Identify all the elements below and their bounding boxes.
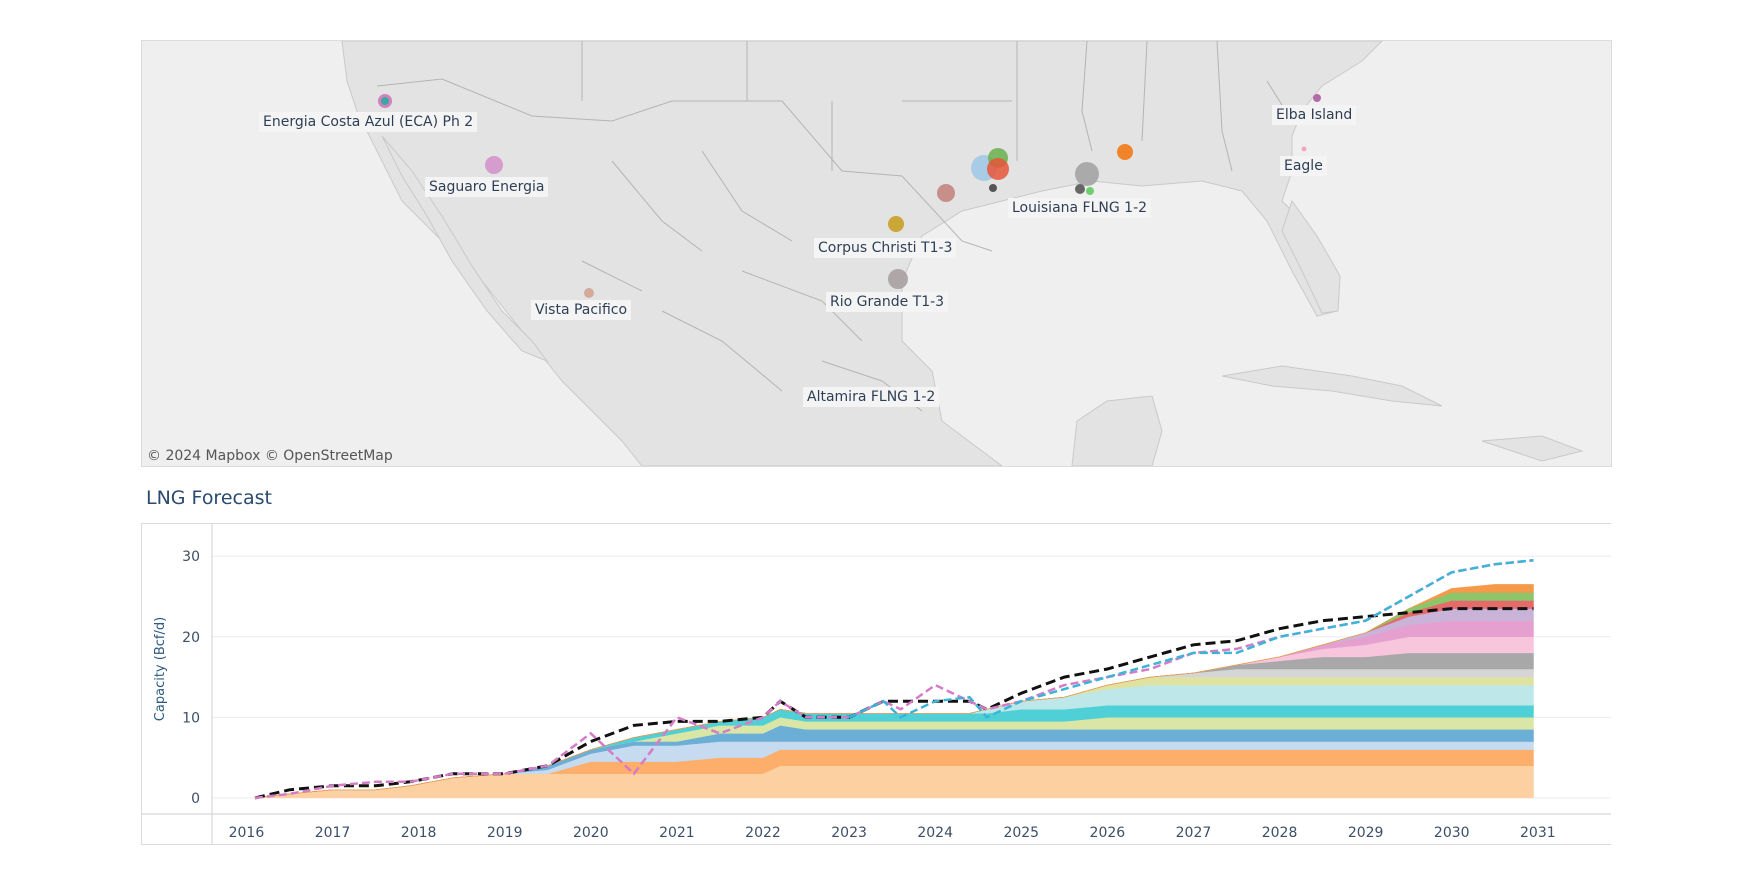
- x-tick-label: 2029: [1348, 825, 1384, 841]
- chart-panel[interactable]: 0 10 20 30 2016 2017 2018 2019 2020 2021 2022 2023 2…: [141, 523, 1611, 845]
- map-label-rio: Rio Grande T1-3: [826, 292, 949, 312]
- x-tick-label: 2028: [1262, 825, 1298, 841]
- marker-elba[interactable]: [1313, 94, 1321, 102]
- x-tick-label: 2023: [831, 825, 867, 841]
- x-tick-label: 2018: [401, 825, 437, 841]
- x-tick-label: 2031: [1520, 825, 1556, 841]
- x-tick-label: 2020: [573, 825, 609, 841]
- marker-saguaro[interactable]: [485, 156, 503, 174]
- marker-eca-inner[interactable]: [381, 97, 389, 105]
- y-tick-label: 0: [191, 791, 200, 807]
- area-series: [254, 584, 1534, 799]
- land-baja: [381, 135, 549, 363]
- facility-markers[interactable]: [378, 94, 1321, 298]
- x-tick-label: 2026: [1090, 825, 1126, 841]
- marker-eagle[interactable]: [1301, 146, 1307, 152]
- land-yucatan: [1071, 395, 1163, 466]
- chart-title: LNG Forecast: [146, 487, 272, 509]
- x-tick-label: 2024: [917, 825, 953, 841]
- x-tick-label: 2017: [315, 825, 351, 841]
- map-label-corpus: Corpus Christi T1-3: [814, 238, 957, 258]
- marker-vista[interactable]: [584, 288, 594, 298]
- land-cuba: [1221, 365, 1443, 407]
- y-tick-label: 10: [182, 710, 200, 726]
- x-tick-label: 2030: [1434, 825, 1470, 841]
- marker-gulf-4[interactable]: [987, 158, 1009, 180]
- x-tick-label: 2021: [659, 825, 695, 841]
- map-label-vista: Vista Pacifico: [531, 300, 632, 320]
- map-label-elba: Elba Island: [1272, 105, 1357, 125]
- marker-corpus[interactable]: [888, 216, 904, 232]
- marker-gulf-5[interactable]: [989, 184, 997, 192]
- y-tick-label: 30: [182, 549, 200, 565]
- forecast-line-1: [254, 559, 1534, 800]
- forecast-line-2: [848, 559, 1534, 719]
- y-axis-title: Capacity (Bcf/d): [153, 617, 168, 721]
- marker-rio[interactable]: [888, 269, 908, 289]
- map-label-eca: Energia Costa Azul (ECA) Ph 2: [259, 112, 478, 132]
- borders: [376, 41, 1293, 412]
- marker-gulf-1[interactable]: [937, 184, 955, 202]
- land-florida: [1281, 199, 1341, 314]
- map-panel[interactable]: Energia Costa Azul (ECA) Ph 2 Saguaro En…: [141, 40, 1612, 467]
- marker-louisiana[interactable]: [1075, 162, 1099, 186]
- marker-louisiana-3[interactable]: [1086, 187, 1094, 195]
- map-label-altamira: Altamira FLNG 1-2: [803, 387, 940, 407]
- area-series-0: [254, 765, 1534, 799]
- x-tick-label: 2016: [229, 825, 265, 841]
- marker-mobile[interactable]: [1117, 144, 1133, 160]
- marker-louisiana-2[interactable]: [1075, 184, 1085, 194]
- map-label-eagle: Eagle: [1280, 156, 1327, 176]
- land-hispaniola: [1481, 435, 1584, 462]
- forecast-line-0: [254, 607, 1534, 800]
- x-tick-label: 2019: [487, 825, 523, 841]
- line-series: [254, 559, 1534, 800]
- map-label-louisiana: Louisiana FLNG 1-2: [1008, 198, 1152, 218]
- map-label-saguaro: Saguaro Energia: [425, 177, 549, 197]
- x-tick-label: 2025: [1003, 825, 1039, 841]
- x-tick-label: 2027: [1176, 825, 1212, 841]
- map-attribution[interactable]: © 2024 Mapbox © OpenStreetMap: [147, 448, 393, 464]
- y-tick-label: 20: [182, 630, 200, 646]
- x-tick-label: 2022: [745, 825, 781, 841]
